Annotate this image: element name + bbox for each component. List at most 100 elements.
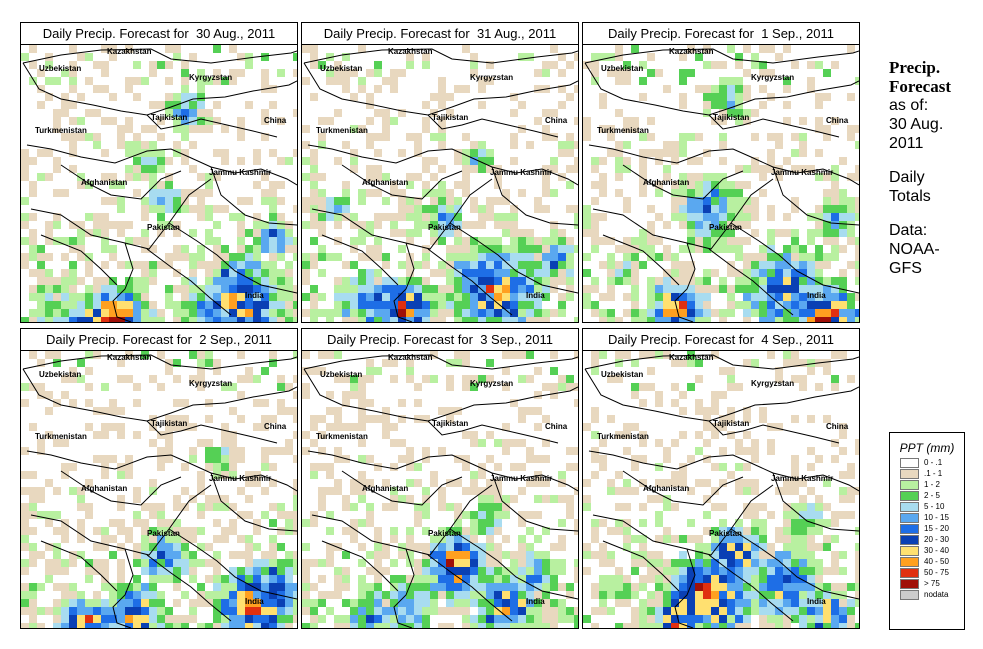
precip-cell	[197, 375, 205, 383]
precip-cell	[510, 575, 518, 583]
precip-cell	[261, 133, 269, 141]
precip-cell	[293, 415, 297, 423]
precip-cell	[269, 463, 277, 471]
precip-cell	[775, 133, 783, 141]
precip-cell	[671, 253, 679, 261]
precip-cell	[799, 535, 807, 543]
precip-cell	[719, 503, 727, 511]
precip-cell	[591, 77, 599, 85]
precip-cell	[526, 567, 534, 575]
label-tajikistan: Tajikistan	[713, 419, 749, 428]
precip-cell	[478, 205, 486, 213]
precip-cell	[510, 277, 518, 285]
precip-cell	[141, 277, 149, 285]
precip-cell	[566, 511, 574, 519]
precip-cell	[558, 559, 566, 567]
precip-cell	[847, 205, 855, 213]
precip-cell	[213, 205, 221, 213]
precip-cell	[197, 213, 205, 221]
precip-cell	[213, 101, 221, 109]
precip-cell	[719, 415, 727, 423]
precip-cell	[141, 519, 149, 527]
precip-cell	[117, 615, 125, 623]
precip-cell	[510, 109, 518, 117]
precip-cell	[566, 165, 574, 173]
precip-cell	[390, 69, 398, 77]
precip-cell	[855, 253, 859, 261]
precip-cell	[542, 317, 550, 322]
precip-cell	[775, 535, 783, 543]
precip-cell	[510, 463, 518, 471]
precip-cell	[77, 173, 85, 181]
precip-cell	[61, 293, 69, 301]
precip-cell	[229, 317, 237, 322]
precip-cell	[534, 237, 542, 245]
precip-cell	[285, 317, 293, 322]
precip-cell	[229, 439, 237, 447]
precip-cell	[663, 591, 671, 599]
border-line	[168, 528, 297, 600]
precip-cell	[599, 93, 607, 101]
precip-cell	[93, 277, 101, 285]
label-kazakhstan: Kazakhstan	[669, 353, 714, 362]
precip-cell	[727, 375, 735, 383]
precip-cell	[486, 197, 494, 205]
precip-cell	[101, 45, 109, 53]
precip-cell	[615, 173, 623, 181]
precip-cell	[815, 285, 823, 293]
precip-cell	[37, 149, 45, 157]
precip-cell	[189, 599, 197, 607]
precip-cell	[318, 293, 326, 301]
precip-cell	[719, 591, 727, 599]
precip-cell	[189, 375, 197, 383]
precip-cell	[807, 61, 815, 69]
legend-swatch	[900, 524, 919, 534]
precip-cell	[631, 535, 639, 543]
precip-cell	[671, 623, 679, 628]
precip-cell	[502, 269, 510, 277]
precip-cell	[45, 575, 53, 583]
precip-cell	[438, 101, 446, 109]
precip-cell	[454, 205, 462, 213]
precip-cell	[382, 117, 390, 125]
precip-cell	[470, 575, 478, 583]
precip-cell	[807, 261, 815, 269]
precip-cell	[791, 165, 799, 173]
precip-cell	[727, 383, 735, 391]
precip-cell	[647, 237, 655, 245]
precip-cell	[695, 623, 703, 628]
precip-cell	[141, 615, 149, 623]
border-line	[449, 528, 578, 600]
precip-cell	[599, 189, 607, 197]
precip-cell	[655, 495, 663, 503]
precip-cell	[783, 85, 791, 93]
precip-cell	[326, 253, 334, 261]
precip-cell	[711, 221, 719, 229]
precip-cell	[149, 439, 157, 447]
precip-cell	[85, 109, 93, 117]
precip-cell	[253, 261, 261, 269]
precip-cell	[29, 351, 37, 359]
precip-cell	[125, 285, 133, 293]
precip-cell	[462, 85, 470, 93]
precip-cell	[639, 431, 647, 439]
precip-cell	[61, 277, 69, 285]
precip-cell	[815, 93, 823, 101]
precip-cell	[494, 615, 502, 623]
precip-cell	[599, 463, 607, 471]
precip-cell	[398, 261, 406, 269]
precip-cell	[599, 575, 607, 583]
border-line	[708, 114, 840, 138]
precip-cell	[221, 125, 229, 133]
precip-cell	[695, 559, 703, 567]
precip-cell	[791, 527, 799, 535]
precip-cell	[293, 109, 297, 117]
precip-cell	[518, 543, 526, 551]
precip-cell	[446, 607, 454, 615]
precip-cell	[390, 527, 398, 535]
label-india: India	[526, 597, 545, 606]
precip-cell	[510, 157, 518, 165]
precip-cell	[189, 607, 197, 615]
precip-cell	[671, 471, 679, 479]
precip-cell	[623, 293, 631, 301]
